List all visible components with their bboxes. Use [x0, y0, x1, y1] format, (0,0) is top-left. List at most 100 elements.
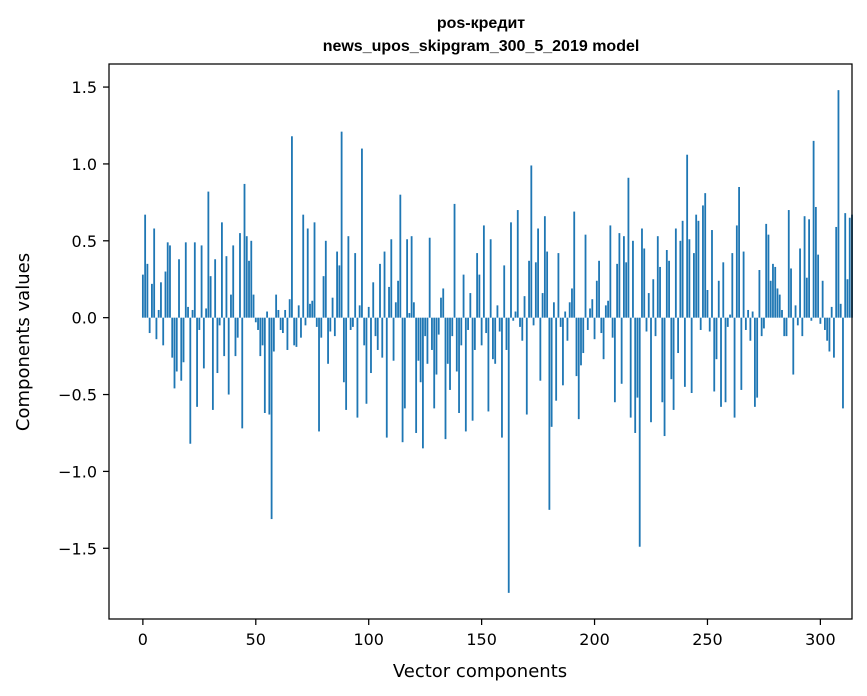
bar-179 [546, 251, 549, 318]
bar-240 [683, 317, 686, 387]
x-tick-label: 0 [138, 630, 148, 649]
bar-93 [352, 317, 354, 327]
bar-50 [254, 317, 257, 323]
bar-202 [598, 260, 600, 318]
bar-287 [790, 268, 792, 318]
bar-28 [205, 308, 208, 318]
bar-271 [753, 317, 756, 407]
bar-260 [729, 314, 731, 318]
bar-225 [650, 317, 652, 423]
x-tick-label: 50 [246, 630, 266, 649]
bar-304 [828, 317, 831, 352]
bar-223 [645, 317, 648, 332]
bar-163 [510, 222, 512, 318]
bar-15 [175, 317, 178, 372]
bar-27 [202, 317, 205, 369]
bar-8 [160, 282, 162, 318]
bar-61 [279, 317, 282, 330]
bar-184 [557, 253, 560, 318]
bar-25 [198, 317, 201, 330]
bar-169 [523, 296, 526, 318]
bar-4 [151, 283, 153, 318]
bar-11 [166, 242, 169, 318]
bar-129 [433, 317, 436, 409]
bar-145 [469, 293, 472, 318]
bar-190 [571, 288, 573, 318]
bar-246 [697, 220, 700, 318]
bar-95 [356, 317, 359, 418]
bar-257 [722, 262, 725, 318]
bar-18 [182, 317, 185, 363]
bar-205 [604, 305, 607, 318]
bar-265 [740, 317, 743, 390]
x-tick-label: 300 [805, 630, 836, 649]
bar-85 [333, 317, 336, 337]
bar-35 [221, 222, 223, 318]
bar-289 [794, 305, 797, 318]
bar-170 [525, 317, 528, 415]
bar-310 [842, 317, 844, 409]
bar-266 [742, 251, 745, 318]
bar-58 [272, 317, 275, 352]
bar-268 [747, 309, 750, 318]
y-tick-label: 1.0 [72, 155, 97, 174]
bar-125 [424, 317, 427, 337]
bar-123 [419, 317, 422, 383]
chart-title: pos-кредит [437, 15, 525, 32]
y-tick-label: −0.5 [58, 386, 97, 405]
bar-149 [478, 274, 481, 318]
bar-274 [760, 317, 763, 337]
bar-282 [778, 294, 781, 318]
bar-112 [394, 302, 397, 318]
bar-230 [661, 317, 664, 403]
bar-294 [805, 277, 808, 318]
bar-144 [467, 317, 469, 330]
bar-239 [681, 220, 684, 318]
bar-108 [385, 317, 388, 438]
bar-109 [388, 286, 390, 318]
bar-303 [826, 317, 829, 341]
bar-52 [259, 317, 262, 357]
bar-308 [837, 90, 840, 318]
bar-153 [487, 317, 490, 412]
bar-80 [322, 276, 325, 318]
bar-0 [141, 274, 144, 318]
bar-217 [632, 240, 634, 318]
bar-305 [830, 306, 833, 318]
bar-284 [783, 317, 786, 337]
bar-229 [659, 266, 661, 318]
bar-69 [297, 305, 300, 318]
bar-43 [239, 233, 241, 318]
bar-152 [485, 317, 488, 334]
bar-209 [613, 317, 616, 403]
bar-291 [799, 248, 801, 318]
bar-30 [209, 276, 212, 318]
bar-41 [234, 317, 237, 357]
plot-frame [108, 63, 853, 620]
bar-267 [744, 317, 747, 330]
bar-298 [814, 206, 817, 318]
bar-31 [211, 317, 214, 410]
bar-148 [476, 253, 479, 318]
bar-285 [785, 317, 788, 337]
bar-151 [482, 225, 485, 318]
bar-12 [169, 245, 171, 318]
bar-97 [361, 148, 363, 318]
bar-256 [720, 317, 722, 407]
y-tick-label: −1.5 [58, 539, 97, 558]
bar-14 [173, 317, 176, 389]
bar-117 [406, 239, 409, 318]
bar-273 [758, 270, 761, 318]
bar-249 [704, 193, 707, 318]
bar-226 [652, 279, 655, 318]
bar-21 [189, 317, 192, 444]
bar-279 [772, 263, 774, 318]
bar-38 [227, 317, 230, 395]
bar-288 [792, 317, 795, 375]
bar-54 [263, 317, 266, 413]
x-tick-label: 150 [466, 630, 497, 649]
bar-56 [268, 317, 271, 415]
bar-130 [435, 317, 438, 375]
bar-176 [539, 317, 542, 381]
